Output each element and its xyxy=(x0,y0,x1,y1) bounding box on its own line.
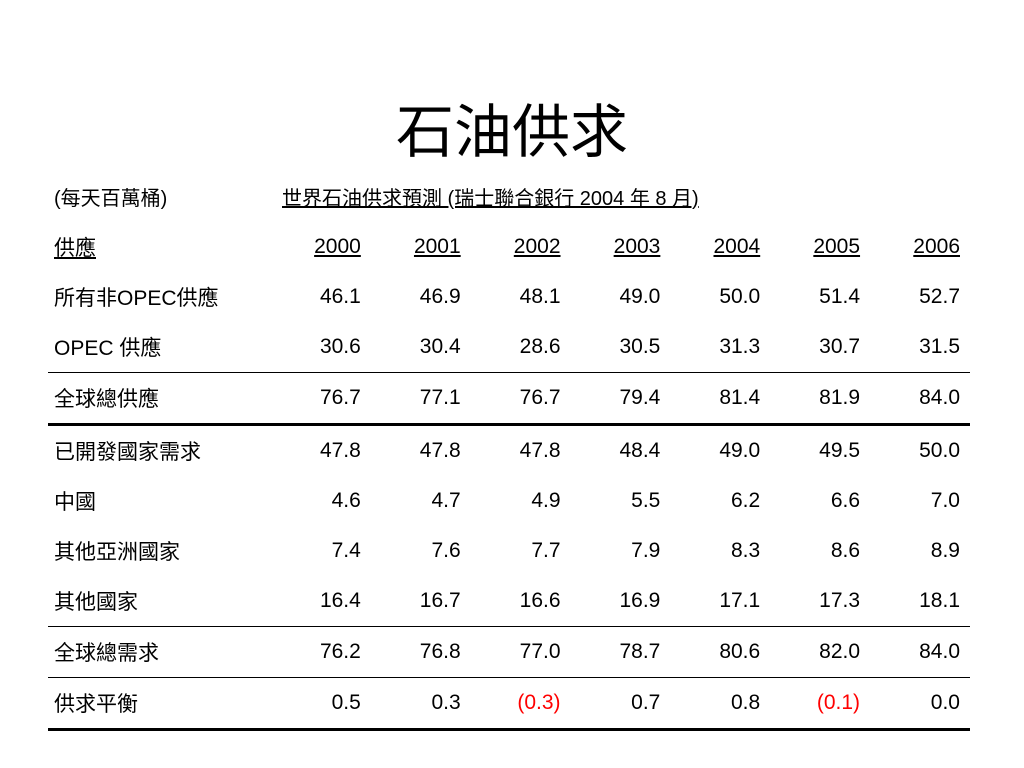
value-cell: 79.4 xyxy=(570,372,671,425)
unit-label: (每天百萬桶) xyxy=(54,188,168,210)
value-cell: 50.0 xyxy=(719,285,761,308)
year-header: 2006 xyxy=(913,235,960,258)
value-cell: 7.4 xyxy=(331,539,361,562)
year-header: 2005 xyxy=(813,235,861,258)
value-cell: 46.9 xyxy=(419,285,461,308)
year-header: 2002 xyxy=(513,235,561,258)
value-cell: 0.5 xyxy=(270,677,371,731)
value-cell: 47.8 xyxy=(270,423,371,476)
year-header: 2001 xyxy=(413,235,461,258)
value-cell: 4.6 xyxy=(331,489,361,512)
value-cell: 30.4 xyxy=(419,335,461,358)
value-cell: 47.8 xyxy=(370,423,471,476)
value-cell: 47.8 xyxy=(470,423,571,476)
value-cell: 6.6 xyxy=(830,489,861,512)
supply-demand-table-container: (每天百萬桶) 世界石油供求預測 (瑞士聯合銀行 2004 年 8 月) 供應 … xyxy=(48,172,970,731)
value-cell: 76.7 xyxy=(470,372,571,425)
value-cell: 16.6 xyxy=(519,589,561,612)
value-cell: 5.5 xyxy=(631,489,661,512)
table-row: 全球總供應 76.7 77.1 76.7 79.4 81.4 81.9 84.0 xyxy=(48,372,970,425)
value-cell: 0.7 xyxy=(570,677,671,731)
row-label: 其他亞洲國家 xyxy=(54,541,180,564)
value-cell: (0.3) xyxy=(470,677,571,731)
value-cell: 4.9 xyxy=(531,489,561,512)
value-cell: 46.1 xyxy=(319,285,361,308)
value-cell: 8.6 xyxy=(830,539,861,562)
value-cell: 76.7 xyxy=(270,372,371,425)
table-row: 其他國家 16.4 16.7 16.6 16.9 17.1 17.3 18.1 xyxy=(48,576,970,627)
value-cell: 0.3 xyxy=(370,677,471,731)
value-cell: 78.7 xyxy=(570,626,671,678)
value-cell: 8.3 xyxy=(731,539,761,562)
row-label: OPEC 供應 xyxy=(54,337,162,360)
value-cell: 18.1 xyxy=(919,589,960,612)
table-row: 其他亞洲國家 7.4 7.6 7.7 7.9 8.3 8.6 8.9 xyxy=(48,526,970,576)
value-cell: 8.9 xyxy=(930,539,960,562)
table-row: 中國 4.6 4.7 4.9 5.5 6.2 6.6 7.0 xyxy=(48,476,970,526)
table-row: 供求平衡 0.5 0.3 (0.3) 0.7 0.8 (0.1) 0.0 xyxy=(48,677,970,731)
value-cell: (0.1) xyxy=(770,677,871,731)
value-cell: 7.7 xyxy=(531,539,561,562)
value-cell: 7.6 xyxy=(431,539,461,562)
value-cell: 0.8 xyxy=(670,677,771,731)
row-label: 中國 xyxy=(54,491,96,514)
value-cell: 16.7 xyxy=(419,589,461,612)
value-cell: 4.7 xyxy=(431,489,461,512)
value-cell: 16.4 xyxy=(319,589,361,612)
table-row: 所有非OPEC供應 46.1 46.9 48.1 49.0 50.0 51.4 … xyxy=(48,272,970,322)
value-cell: 80.6 xyxy=(670,626,771,678)
supply-demand-table: 供應 2000 2001 2002 2003 2004 2005 2006 所有… xyxy=(48,222,970,731)
value-cell: 17.3 xyxy=(819,589,861,612)
table-row: 已開發國家需求 47.8 47.8 47.8 48.4 49.0 49.5 50… xyxy=(48,423,970,476)
value-cell: 31.5 xyxy=(919,335,960,358)
value-cell: 52.7 xyxy=(919,285,960,308)
table-row: 全球總需求 76.2 76.8 77.0 78.7 80.6 82.0 84.0 xyxy=(48,626,970,678)
value-cell: 30.5 xyxy=(619,335,661,358)
row-label: 全球總需求 xyxy=(48,626,271,678)
value-cell: 7.0 xyxy=(930,489,960,512)
value-cell: 82.0 xyxy=(770,626,871,678)
slide-title: 石油供求 xyxy=(395,98,628,166)
value-cell: 28.6 xyxy=(519,335,561,358)
year-header: 2000 xyxy=(314,235,361,258)
year-header: 2004 xyxy=(713,235,761,258)
row-label: 所有非OPEC供應 xyxy=(54,287,219,310)
value-cell: 77.0 xyxy=(470,626,571,678)
header-row: 供應 2000 2001 2002 2003 2004 2005 2006 xyxy=(48,222,970,272)
value-cell: 49.5 xyxy=(770,423,871,476)
value-cell: 17.1 xyxy=(719,589,761,612)
value-cell: 84.0 xyxy=(870,372,970,425)
value-cell: 31.3 xyxy=(719,335,761,358)
value-cell: 30.6 xyxy=(319,335,361,358)
value-cell: 50.0 xyxy=(870,423,970,476)
value-cell: 48.4 xyxy=(570,423,671,476)
row-label: 已開發國家需求 xyxy=(48,423,271,476)
value-cell: 49.0 xyxy=(670,423,771,476)
value-cell: 30.7 xyxy=(819,335,861,358)
value-cell: 16.9 xyxy=(619,589,661,612)
value-cell: 76.8 xyxy=(370,626,471,678)
table-subtitle: 世界石油供求預測 (瑞士聯合銀行 2004 年 8 月) xyxy=(282,188,699,210)
value-cell: 0.0 xyxy=(870,677,970,731)
value-cell: 84.0 xyxy=(870,626,970,678)
value-cell: 6.2 xyxy=(731,489,761,512)
value-cell: 7.9 xyxy=(631,539,661,562)
table-caption: (每天百萬桶) 世界石油供求預測 (瑞士聯合銀行 2004 年 8 月) xyxy=(48,172,970,222)
table-row: OPEC 供應 30.6 30.4 28.6 30.5 31.3 30.7 31… xyxy=(48,322,970,373)
row-label: 供求平衡 xyxy=(48,677,271,731)
value-cell: 76.2 xyxy=(270,626,371,678)
header-label: 供應 xyxy=(54,237,96,260)
value-cell: 48.1 xyxy=(519,285,561,308)
value-cell: 81.9 xyxy=(770,372,871,425)
row-label: 全球總供應 xyxy=(48,372,271,425)
value-cell: 49.0 xyxy=(619,285,661,308)
value-cell: 77.1 xyxy=(370,372,471,425)
value-cell: 51.4 xyxy=(819,285,861,308)
year-header: 2003 xyxy=(613,235,661,258)
value-cell: 81.4 xyxy=(670,372,771,425)
row-label: 其他國家 xyxy=(54,591,138,614)
